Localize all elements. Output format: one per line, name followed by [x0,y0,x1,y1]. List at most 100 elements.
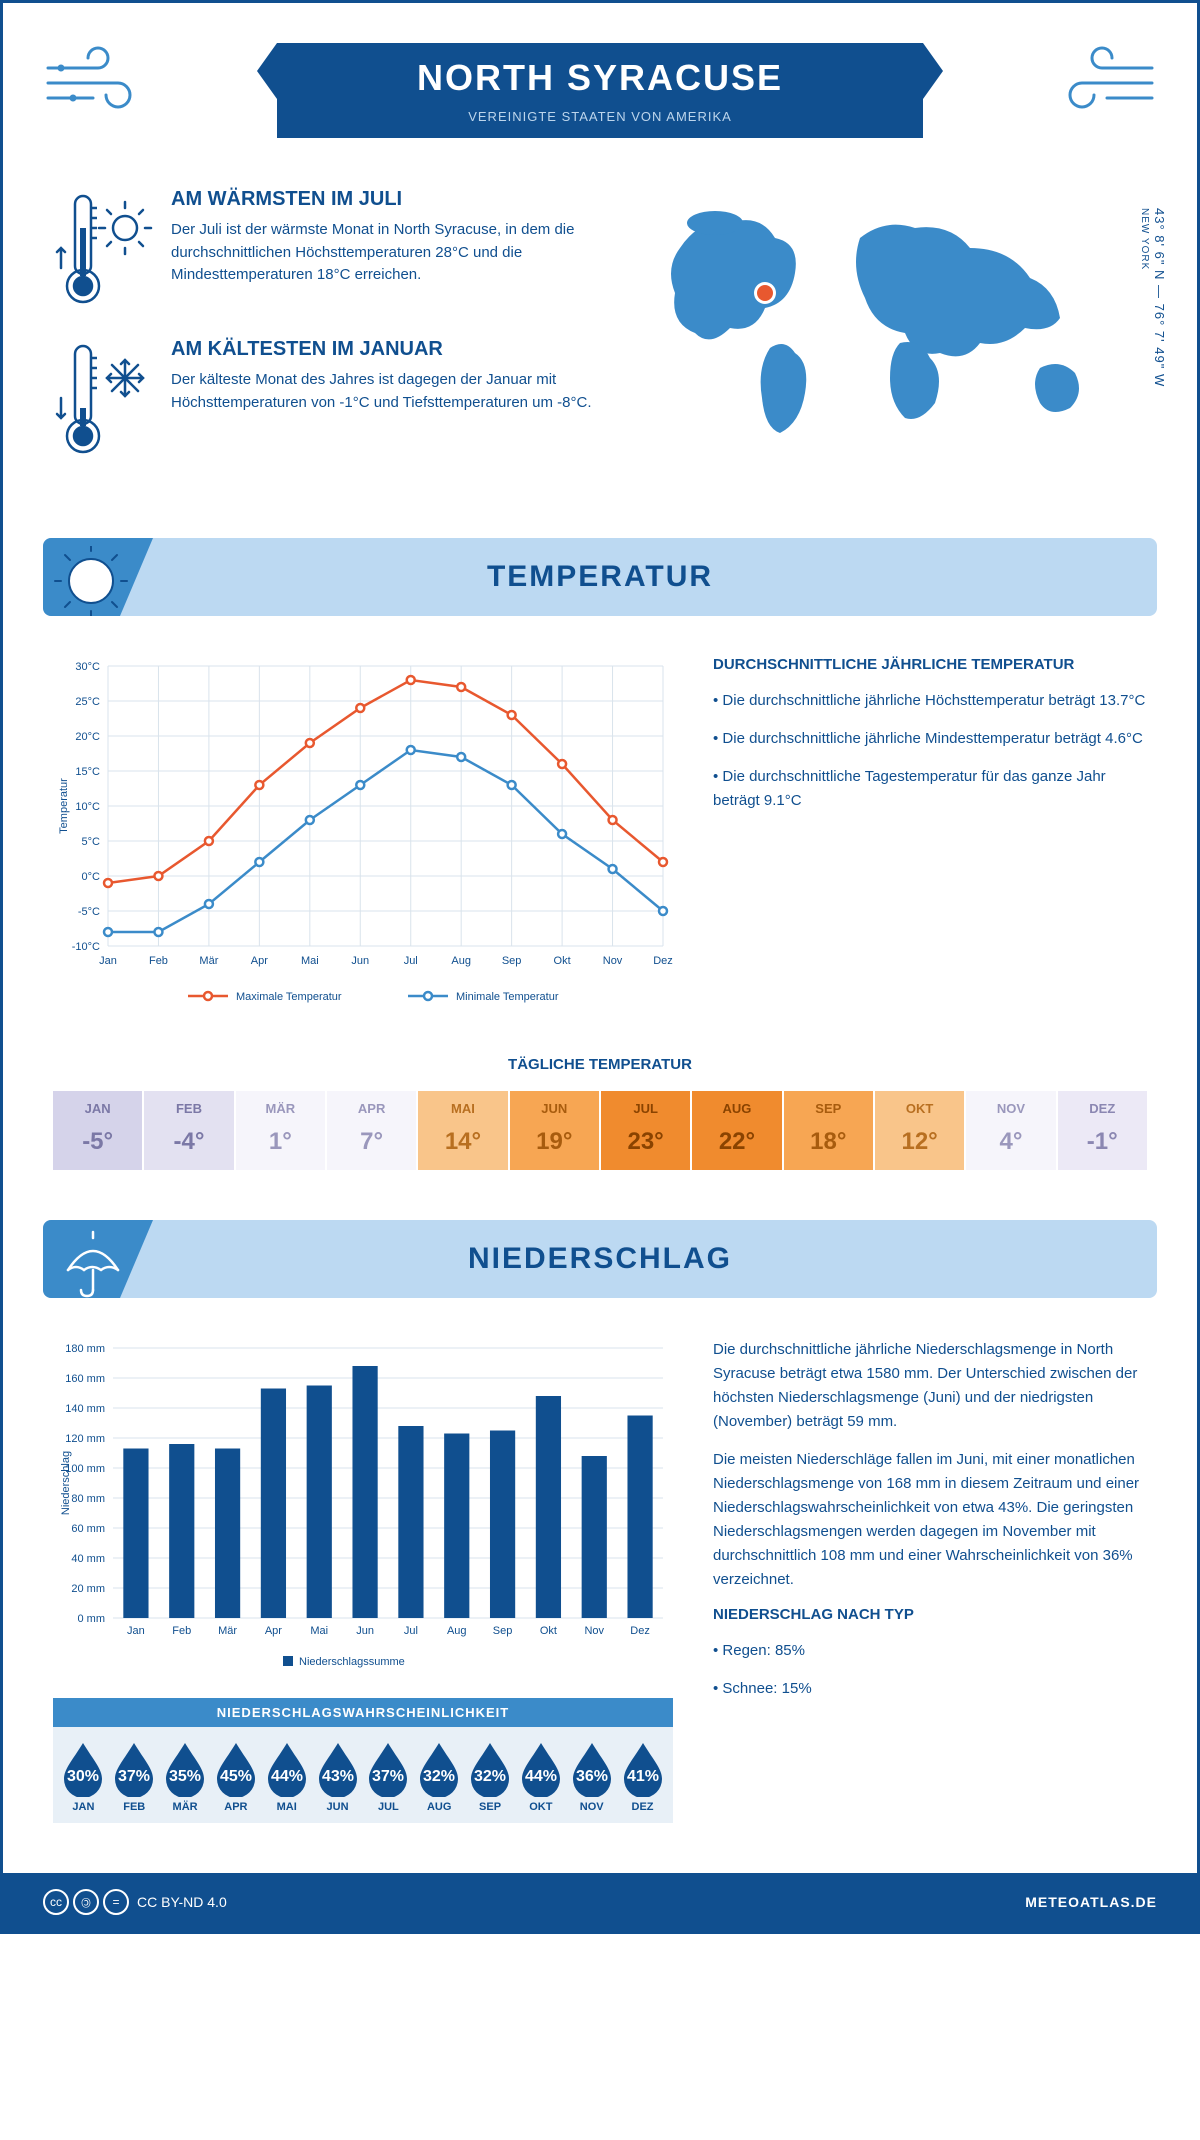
svg-text:Mär: Mär [218,1625,237,1637]
svg-text:80 mm: 80 mm [71,1493,105,1505]
svg-text:32%: 32% [423,1768,455,1785]
daily-temp-cell: MÄR1° [236,1091,325,1170]
daily-temp-cell: SEP18° [784,1091,873,1170]
precipitation-heading: NIEDERSCHLAG [73,1242,1127,1276]
page-subtitle: VEREINIGTE STAATEN VON AMERIKA [417,109,783,124]
svg-text:20 mm: 20 mm [71,1583,105,1595]
svg-text:Mär: Mär [199,955,218,967]
umbrella-icon [53,1228,133,1298]
wind-icon [1037,43,1157,123]
precip-prob-cell: 44% OKT [516,1741,565,1813]
svg-text:Jul: Jul [404,955,418,967]
svg-text:Feb: Feb [172,1625,191,1637]
coldest-block: AM KÄLTESTEN IM JANUAR Der kälteste Mona… [53,338,610,458]
daily-temp-cell: JUN19° [510,1091,599,1170]
warmest-text: Der Juli ist der wärmste Monat in North … [171,219,610,287]
daily-temp-cell: JUL23° [601,1091,690,1170]
precip-prob-cell: 37% JUL [364,1741,413,1813]
temperature-info: DURCHSCHNITTLICHE JÄHRLICHE TEMPERATUR •… [713,656,1147,1016]
precip-prob-cell: 37% FEB [110,1741,159,1813]
precip-prob-cell: 35% MÄR [161,1741,210,1813]
svg-text:45%: 45% [220,1768,252,1785]
svg-text:Jun: Jun [351,955,369,967]
svg-text:Dez: Dez [630,1625,650,1637]
daily-temp-cell: APR7° [327,1091,416,1170]
svg-text:15°C: 15°C [75,766,100,778]
svg-text:140 mm: 140 mm [65,1403,105,1415]
svg-text:30°C: 30°C [75,661,100,673]
svg-text:Temperatur: Temperatur [58,778,70,834]
svg-text:Mai: Mai [310,1625,328,1637]
svg-text:5°C: 5°C [82,836,101,848]
precip-prob-cell: 45% APR [211,1741,260,1813]
thermometer-cold-icon [53,338,153,458]
precip-type-bullet: • Schnee: 15% [713,1677,1147,1701]
svg-text:Okt: Okt [540,1625,557,1637]
thermometer-hot-icon [53,188,153,308]
svg-text:Apr: Apr [265,1625,282,1637]
svg-text:60 mm: 60 mm [71,1523,105,1535]
warmest-heading: AM WÄRMSTEN IM JULI [171,188,610,211]
svg-text:Nov: Nov [603,955,623,967]
precip-type-heading: NIEDERSCHLAG NACH TYP [713,1606,1147,1623]
daily-temp-cell: JAN-5° [53,1091,142,1170]
svg-text:32%: 32% [474,1768,506,1785]
svg-text:37%: 37% [372,1768,404,1785]
daily-temp-cell: NOV4° [966,1091,1055,1170]
precipitation-chart: 0 mm20 mm40 mm60 mm80 mm100 mm120 mm140 … [53,1338,673,1678]
coldest-heading: AM KÄLTESTEN IM JANUAR [171,338,610,361]
warmest-block: AM WÄRMSTEN IM JULI Der Juli ist der wär… [53,188,610,308]
svg-text:Aug: Aug [447,1625,467,1637]
daily-temp-heading: TÄGLICHE TEMPERATUR [53,1056,1147,1073]
precip-prob-cell: 41% DEZ [618,1741,667,1813]
page-title: NORTH SYRACUSE [417,57,783,99]
svg-text:Jan: Jan [99,955,117,967]
svg-text:Apr: Apr [251,955,268,967]
world-map: 43° 8' 6" N — 76° 7' 49" W NEW YORK [640,188,1147,488]
precipitation-info: Die durchschnittliche jährliche Niedersc… [713,1338,1147,1843]
site-label: METEOATLAS.DE [1025,1894,1157,1910]
title-banner: NORTH SYRACUSE VEREINIGTE STAATEN VON AM… [277,43,923,138]
svg-text:Okt: Okt [554,955,571,967]
precipitation-banner: NIEDERSCHLAG [43,1220,1157,1298]
svg-text:Nov: Nov [584,1625,604,1637]
svg-text:41%: 41% [627,1768,659,1785]
svg-text:-10°C: -10°C [72,941,100,953]
svg-text:0°C: 0°C [82,871,101,883]
daily-temp-cell: OKT12° [875,1091,964,1170]
precip-prob-cell: 32% AUG [415,1741,464,1813]
svg-text:Minimale Temperatur: Minimale Temperatur [456,991,559,1003]
svg-text:43%: 43% [322,1768,354,1785]
svg-text:180 mm: 180 mm [65,1343,105,1355]
svg-text:Sep: Sep [502,955,522,967]
daily-temp-cell: MAI14° [418,1091,507,1170]
page-footer: cc 🄯 = CC BY-ND 4.0 METEOATLAS.DE [3,1873,1197,1931]
svg-text:-5°C: -5°C [78,906,100,918]
svg-text:25°C: 25°C [75,696,100,708]
daily-temp-cell: AUG22° [692,1091,781,1170]
svg-text:Niederschlag: Niederschlag [60,1451,72,1515]
svg-text:Niederschlagssumme: Niederschlagssumme [299,1656,405,1668]
svg-text:Jun: Jun [356,1625,374,1637]
precip-prob-heading: NIEDERSCHLAGSWAHRSCHEINLICHKEIT [53,1698,673,1727]
precip-prob-cell: 30% JAN [59,1741,108,1813]
svg-text:0 mm: 0 mm [78,1613,106,1625]
temp-info-bullet: • Die durchschnittliche jährliche Höchst… [713,689,1147,713]
svg-text:Mai: Mai [301,955,319,967]
cc-icons: cc 🄯 = [43,1889,129,1915]
svg-text:36%: 36% [576,1768,608,1785]
svg-text:120 mm: 120 mm [65,1433,105,1445]
temperature-heading: TEMPERATUR [73,560,1127,594]
svg-text:37%: 37% [118,1768,150,1785]
svg-text:44%: 44% [525,1768,557,1785]
svg-text:20°C: 20°C [75,731,100,743]
svg-text:Maximale Temperatur: Maximale Temperatur [236,991,342,1003]
precip-para-2: Die meisten Niederschläge fallen im Juni… [713,1448,1147,1592]
temperature-banner: TEMPERATUR [43,538,1157,616]
svg-text:30%: 30% [67,1768,99,1785]
wind-icon [43,43,163,123]
daily-temperature-table: TÄGLICHE TEMPERATUR JAN-5°FEB-4°MÄR1°APR… [3,1046,1197,1210]
svg-text:44%: 44% [271,1768,303,1785]
svg-text:40 mm: 40 mm [71,1553,105,1565]
temp-info-bullet: • Die durchschnittliche jährliche Mindes… [713,727,1147,751]
